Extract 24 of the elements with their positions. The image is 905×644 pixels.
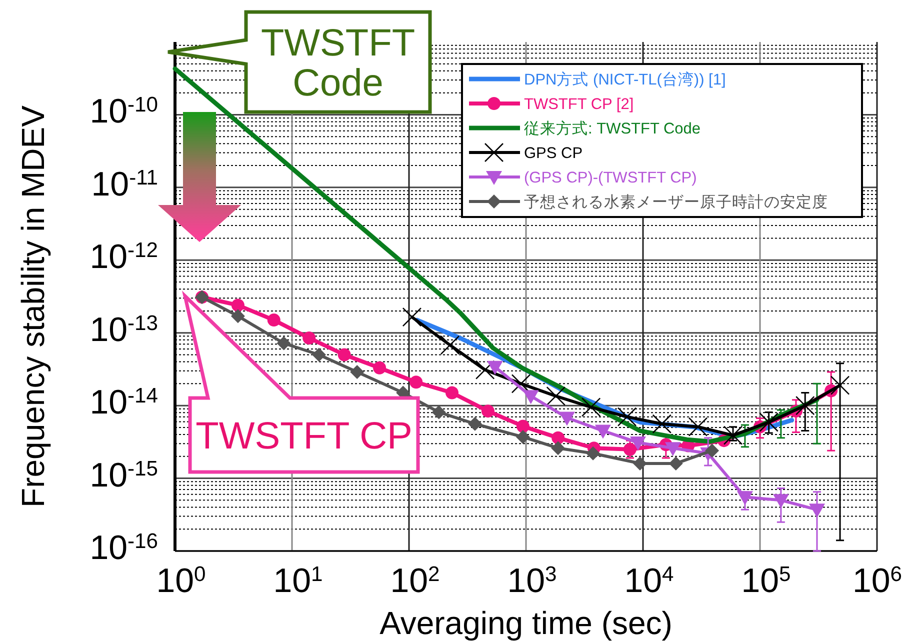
x-tick-label: 10$^{2}$ [390, 562, 440, 600]
x-tick-label: 10$^{6}$ [852, 562, 902, 600]
x-tick-label: 10$^{5}$ [741, 562, 791, 600]
legend-label: 従来方式: TWSTFT Code [524, 120, 701, 138]
legend-label: TWSTFT CP [2] [524, 96, 634, 113]
x-tick-label: 10$^{3}$ [507, 562, 557, 600]
legend-label: DPN方式 (NICT-TL(台湾)) [1] [524, 70, 726, 88]
legend-label: GPS CP [524, 145, 583, 162]
y-tick-label: 10$^{-16}$ [90, 529, 158, 567]
annotation: TWSTFT Code [260, 22, 416, 105]
annotation: TWSTFT CP [196, 416, 412, 458]
legend-label: 予想される水素メーザー原子時計の安定度 [524, 193, 828, 211]
legend-label: (GPS CP)-(TWSTFT CP) [524, 170, 697, 186]
y-tick-label: 10$^{-14}$ [90, 384, 158, 422]
x-tick-label: 10$^{1}$ [273, 562, 323, 600]
y-tick-label: 10$^{-12}$ [90, 238, 158, 276]
x-axis-title: Averaging time (sec) [380, 605, 672, 641]
x-tick-label: 10$^{0}$ [156, 562, 206, 600]
y-tick-label: 10$^{-10}$ [90, 92, 158, 131]
y-tick-label: 10$^{-11}$ [91, 165, 158, 204]
y-axis-title: Frequency stability in MDEV [15, 104, 51, 508]
y-tick-label: 10$^{-13}$ [90, 310, 158, 349]
y-tick-label: 10$^{-15}$ [90, 456, 158, 494]
x-tick-label: 10$^{4}$ [624, 562, 674, 600]
